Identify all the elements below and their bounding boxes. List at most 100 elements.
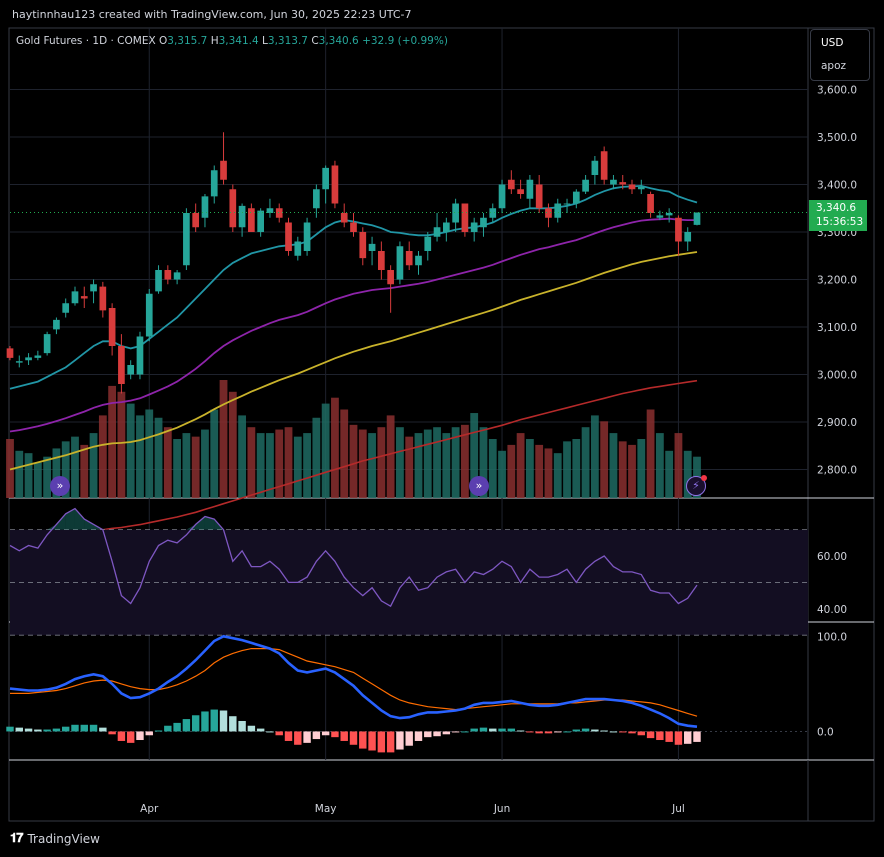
macd-histogram-bar <box>368 731 376 751</box>
candle-body <box>498 184 506 209</box>
macd-histogram-bar <box>693 731 701 742</box>
rsi-overbought-fill <box>204 516 215 530</box>
candle-body <box>118 346 125 384</box>
volume-bar <box>386 415 395 498</box>
volume-bar <box>488 439 497 498</box>
candle-body <box>693 212 701 225</box>
macd-histogram-bar <box>581 728 590 732</box>
volume-bar <box>201 429 209 498</box>
notification-dot <box>701 475 707 481</box>
candle-body <box>248 208 255 232</box>
change-value: +32.9 (+0.99%) <box>362 35 448 47</box>
volume-bar <box>136 415 144 498</box>
volume-bar <box>228 391 237 498</box>
volume-bar <box>637 439 646 498</box>
macd-histogram-bar <box>619 731 627 733</box>
volume-bar <box>43 456 52 498</box>
volume-bar <box>544 448 553 498</box>
last-price: 3,340.6 <box>816 202 857 214</box>
candle-body <box>136 336 144 375</box>
volume-bar <box>275 429 284 498</box>
time-tick-label: Jun <box>493 803 510 815</box>
currency-selector[interactable]: USD apoz <box>810 29 870 81</box>
macd-histogram-bar <box>479 727 488 732</box>
macd-histogram-bar <box>108 731 116 735</box>
macd-histogram-bar <box>349 731 358 745</box>
macd-histogram-bar <box>136 731 144 741</box>
credit-header: haytinnhau123 created with TradingView.c… <box>12 8 412 21</box>
candle-body <box>173 272 181 280</box>
macd-histogram-bar <box>321 731 330 736</box>
candle-body <box>294 241 302 256</box>
macd-histogram-bar <box>535 731 543 734</box>
macd-histogram-bar <box>210 709 218 732</box>
event-arrow-icon[interactable]: » <box>50 476 70 496</box>
volume-bar <box>581 427 590 498</box>
candle-body <box>452 203 459 223</box>
candle-body <box>155 270 162 292</box>
volume-bar <box>15 450 24 498</box>
macd-histogram-bar <box>145 731 153 736</box>
volume-bar <box>516 433 525 498</box>
lightning-icon[interactable]: ⚡ <box>686 475 707 496</box>
volume-bar <box>340 409 349 498</box>
volume-bar <box>284 427 293 498</box>
macd-histogram-bar <box>15 727 23 732</box>
candle-body <box>25 357 32 361</box>
candle-body <box>15 361 23 363</box>
candle-body <box>656 215 664 218</box>
volume-bar <box>665 450 674 498</box>
candle-body <box>405 251 413 266</box>
candle-body <box>53 319 60 330</box>
macd-histogram-bar <box>414 731 423 741</box>
rsi-overbought-fill <box>84 519 94 530</box>
volume-bar <box>33 462 42 498</box>
rsi-overbought-fill <box>65 508 75 530</box>
rsi-line <box>9 507 698 608</box>
candle-body <box>340 213 348 223</box>
macd-histogram-bar <box>498 728 506 732</box>
close-label: C <box>311 35 319 47</box>
candle-body <box>442 222 450 232</box>
candle-body <box>275 208 283 218</box>
volume-bar <box>126 403 135 498</box>
volume-bar <box>331 397 339 498</box>
candle-body <box>210 170 218 197</box>
volume-bar <box>191 436 200 498</box>
candle-body <box>62 303 70 313</box>
symbol-legend: Gold Futures · 1D · COMEX O3,315.7 H3,34… <box>16 35 448 47</box>
candle-body <box>220 160 227 180</box>
volume-bar <box>498 450 506 498</box>
volume-bar <box>238 415 246 498</box>
volume-bar <box>145 409 154 498</box>
candle-body <box>480 217 487 228</box>
volume-bar <box>108 385 117 498</box>
macd-histogram-bar <box>34 729 42 732</box>
candle-body <box>507 179 515 190</box>
price-tick-label: 2,800.0 <box>817 465 857 477</box>
volume-bar <box>182 433 191 498</box>
macd-histogram-bar <box>386 731 395 753</box>
macd-histogram-bar <box>238 720 246 732</box>
candle-body <box>145 293 153 337</box>
macd-histogram-bar <box>507 728 516 732</box>
volume-bar <box>303 433 311 498</box>
macd-tick-label: 0.0 <box>817 726 834 738</box>
volume-bar <box>163 427 172 498</box>
volume-bar <box>563 441 571 498</box>
volume-bar <box>368 433 376 498</box>
macd-histogram-bar <box>470 728 478 732</box>
event-arrow-icon[interactable]: » <box>469 476 489 496</box>
time-tick-label: Apr <box>140 803 159 815</box>
candle-body <box>322 167 329 190</box>
candle-body <box>127 365 135 375</box>
macd-histogram-bar <box>191 715 200 732</box>
candle-body <box>424 236 432 251</box>
candle-body <box>285 222 292 251</box>
tradingview-logo[interactable]: 𝟏𝟕 TradingView <box>10 831 100 846</box>
macd-histogram-bar <box>405 731 413 746</box>
candle-body <box>6 348 14 358</box>
macd-histogram-bar <box>80 724 88 732</box>
candle-body <box>34 355 42 358</box>
